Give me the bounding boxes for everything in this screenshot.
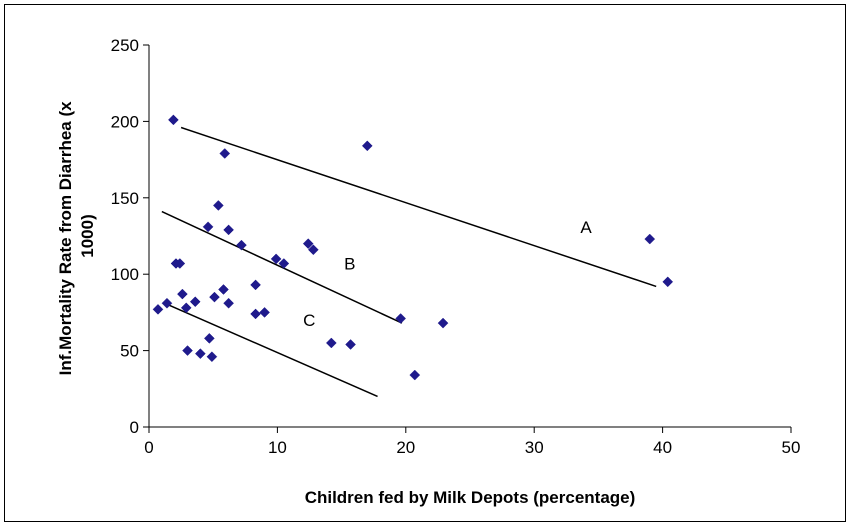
- x-tick-label: 30: [525, 438, 544, 457]
- y-tick-label: 250: [111, 36, 139, 55]
- data-point: [174, 258, 186, 269]
- data-point: [161, 297, 173, 309]
- data-point: [206, 351, 218, 363]
- data-point: [219, 148, 231, 159]
- data-point: [250, 279, 261, 291]
- data-point: [395, 313, 407, 324]
- data-point: [325, 337, 337, 349]
- data-point: [177, 288, 188, 300]
- data-point: [168, 114, 179, 126]
- data-point: [307, 244, 319, 256]
- trend-line-label-b: B: [344, 255, 355, 274]
- data-point: [361, 140, 373, 152]
- x-tick-label: 20: [396, 438, 415, 457]
- y-tick-label: 0: [130, 418, 139, 437]
- x-tick-label: 50: [782, 438, 801, 457]
- y-axis-title-line1: Inf.Mortality Rate from Diarrhea (x: [56, 101, 75, 375]
- y-axis-title: Inf.Mortality Rate from Diarrhea (x 1000…: [56, 97, 97, 376]
- data-point: [644, 233, 656, 245]
- data-point: [250, 308, 261, 320]
- data-point: [223, 224, 234, 236]
- y-tick-label: 50: [120, 342, 139, 361]
- trend-line-label-a: A: [580, 218, 592, 237]
- trend-line-b: [161, 210, 403, 324]
- data-point: [212, 200, 224, 211]
- chart-frame: 0 50 100 150 200 250 0 10 20 30 40 50 A B C Children …: [4, 4, 846, 522]
- data-point: [195, 348, 206, 360]
- data-point: [278, 258, 290, 269]
- data-point: [662, 276, 674, 288]
- data-point: [223, 297, 234, 309]
- x-tick-label: 10: [268, 438, 287, 457]
- y-axis-title-line2: 1000): [78, 214, 97, 257]
- trend-lines: [161, 126, 657, 398]
- y-tick-label: 100: [111, 265, 139, 284]
- line-labels: A B C: [303, 218, 592, 330]
- data-point: [409, 369, 421, 381]
- data-points: [152, 114, 674, 381]
- data-point: [270, 253, 282, 265]
- data-point: [189, 296, 201, 308]
- data-point: [202, 221, 214, 233]
- y-tick-label: 150: [111, 189, 139, 208]
- scatter-chart: 0 50 100 150 200 250 0 10 20 30 40 50 A B C Children …: [56, 36, 801, 507]
- trend-line-a: [180, 126, 657, 288]
- data-point: [180, 302, 192, 314]
- data-point: [152, 303, 164, 315]
- data-point: [218, 284, 229, 295]
- data-point: [437, 317, 449, 329]
- data-point: [182, 345, 193, 356]
- trend-line-c: [167, 304, 378, 398]
- x-tick-label: 40: [653, 438, 672, 457]
- trend-line-label-c: C: [303, 311, 315, 330]
- x-axis-title: Children fed by Milk Depots (percentage): [305, 488, 636, 507]
- data-point: [236, 239, 247, 251]
- y-tick-label: 200: [111, 112, 139, 131]
- axes: 0 50 100 150 200 250 0 10 20 30 40 50: [111, 36, 801, 457]
- data-point: [345, 339, 356, 350]
- x-tick-label: 0: [144, 438, 153, 457]
- data-point: [209, 291, 220, 303]
- data-point: [203, 333, 215, 344]
- data-point: [259, 307, 270, 318]
- data-point: [302, 238, 314, 249]
